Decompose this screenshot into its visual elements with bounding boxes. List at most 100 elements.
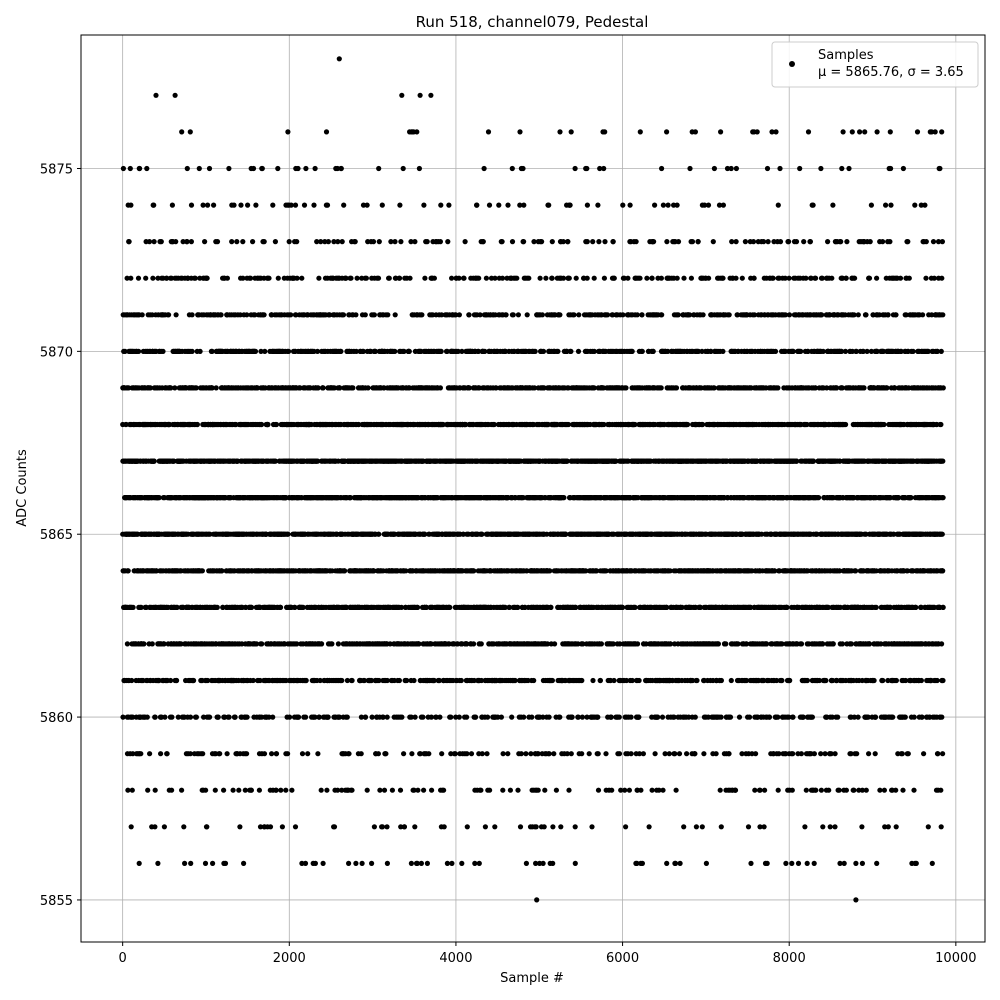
- sample-point: [318, 787, 324, 793]
- sample-point: [342, 568, 348, 574]
- sample-point: [305, 751, 311, 757]
- sample-point: [205, 677, 211, 684]
- sample-point: [259, 165, 265, 172]
- sample-point: [152, 714, 158, 720]
- sample-point: [184, 239, 190, 245]
- sample-point: [533, 824, 539, 830]
- sample-point: [226, 165, 232, 172]
- sample-point: [207, 714, 213, 720]
- sample-point: [414, 129, 420, 135]
- sample-point: [419, 312, 425, 318]
- sample-point: [418, 860, 424, 867]
- sample-point: [377, 787, 383, 793]
- sample-point: [155, 860, 161, 867]
- sample-point: [242, 787, 248, 793]
- sample-point: [518, 751, 524, 757]
- sample-point: [424, 239, 430, 245]
- sample-point: [474, 202, 480, 208]
- sample-point: [126, 385, 132, 391]
- sample-point: [515, 787, 521, 793]
- sample-point: [230, 787, 236, 793]
- sample-point: [139, 312, 145, 318]
- sample-point: [275, 165, 281, 172]
- sample-point: [124, 641, 130, 647]
- sample-point: [499, 239, 505, 245]
- sample-point: [286, 239, 292, 245]
- sample-point: [151, 202, 157, 208]
- sample-point: [301, 202, 308, 208]
- sample-point: [123, 421, 129, 428]
- sample-point: [253, 202, 259, 208]
- sample-point: [194, 421, 200, 428]
- sample-point: [483, 275, 489, 281]
- sample-point: [240, 275, 246, 281]
- sample-point: [456, 275, 462, 281]
- sample-point: [273, 787, 279, 793]
- sample-point: [130, 751, 136, 757]
- sample-point: [384, 714, 390, 720]
- sample-point: [294, 275, 300, 281]
- sample-point: [138, 751, 144, 757]
- sample-point: [517, 824, 524, 830]
- sample-point: [254, 385, 261, 391]
- sample-point: [241, 860, 247, 867]
- sample-point: [446, 202, 452, 208]
- sample-point: [189, 312, 195, 318]
- sample-point: [521, 714, 527, 720]
- sample-point: [252, 312, 258, 318]
- sample-point: [175, 714, 181, 720]
- sample-point: [349, 677, 355, 684]
- sample-point: [406, 348, 412, 354]
- sample-point: [370, 239, 377, 245]
- sample-point: [299, 275, 305, 281]
- sample-point: [447, 604, 453, 611]
- sample-point: [285, 531, 291, 537]
- sample-point: [164, 275, 170, 281]
- sample-point: [248, 275, 254, 281]
- sample-point: [364, 202, 370, 208]
- sample-point: [478, 787, 484, 793]
- sample-point: [164, 751, 170, 757]
- sample-point: [339, 677, 345, 684]
- sample-point: [289, 787, 295, 793]
- sample-point: [311, 202, 317, 208]
- sample-point: [257, 824, 264, 830]
- sample-point: [288, 312, 294, 318]
- sample-point: [218, 312, 224, 318]
- sample-point: [384, 824, 390, 830]
- sample-point: [415, 787, 421, 793]
- sample-point: [485, 129, 492, 135]
- sample-point: [338, 348, 344, 354]
- sample-point: [523, 860, 530, 867]
- sample-point: [245, 202, 251, 208]
- sample-point: [152, 824, 158, 830]
- sample-point: [531, 677, 537, 684]
- sample-point: [331, 824, 338, 830]
- sample-point: [146, 239, 153, 245]
- sample-point: [275, 275, 281, 281]
- sample-point: [444, 860, 450, 867]
- sample-point: [217, 751, 223, 757]
- sample-point: [214, 239, 221, 245]
- sample-point: [184, 165, 190, 172]
- sample-point: [359, 860, 365, 867]
- sample-point: [399, 714, 405, 720]
- sample-point: [187, 714, 194, 720]
- sample-point: [324, 787, 330, 793]
- sample-point: [348, 275, 354, 281]
- sample-point: [136, 348, 142, 354]
- sample-point: [303, 165, 309, 172]
- sample-point: [214, 604, 220, 611]
- sample-point: [464, 824, 470, 830]
- sample-point: [259, 641, 265, 647]
- sample-point: [287, 714, 293, 720]
- sample-point: [215, 714, 221, 720]
- sample-point: [316, 275, 322, 281]
- sample-point: [481, 165, 487, 172]
- sample-point: [376, 239, 382, 245]
- sample-point: [449, 275, 455, 281]
- sample-point: [319, 641, 325, 647]
- sample-point: [473, 714, 479, 720]
- sample-point: [462, 239, 468, 245]
